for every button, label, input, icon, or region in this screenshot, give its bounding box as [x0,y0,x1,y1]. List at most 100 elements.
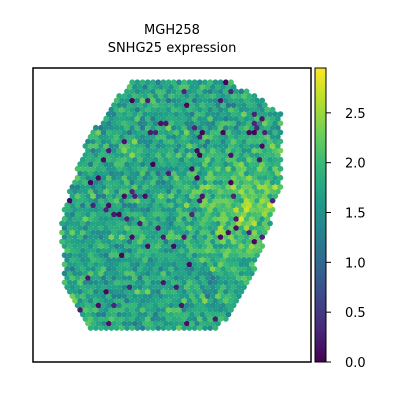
spot [144,261,151,268]
spot [217,279,224,286]
spot [160,288,167,295]
spot [228,97,234,104]
spot [189,229,195,236]
spot [225,302,232,309]
spot [121,129,128,136]
spot [194,165,201,172]
spot [178,293,185,299]
spot [194,220,201,227]
spot [243,197,250,204]
spot [155,261,162,268]
spot [170,261,177,268]
spot [189,111,195,117]
spot [118,161,125,168]
spot [202,215,208,222]
spot [261,229,268,236]
spot [155,152,162,159]
spot [228,88,234,95]
spot [69,275,76,281]
spot [100,275,107,281]
spot [235,275,242,281]
spot [178,229,185,236]
spot [259,143,266,149]
spot [212,306,219,313]
spot [139,215,146,222]
spot [134,79,141,86]
spot [191,297,198,304]
chart-title-line-1: MGH258 [144,23,200,38]
spot [98,188,104,195]
spot [204,266,211,272]
spot [139,161,146,168]
spot [217,143,224,149]
spot [121,93,128,99]
spot [131,84,138,90]
spot [105,229,112,236]
spot [113,152,120,159]
spot [222,297,229,304]
spot [74,184,81,190]
spot [129,79,136,86]
spot [142,311,149,318]
spot [230,275,237,281]
spot [186,225,193,231]
spot [124,225,130,231]
spot [264,197,271,204]
spot [181,179,188,186]
spot [264,152,271,159]
spot [168,93,175,99]
spot [160,261,167,268]
spot [157,320,164,327]
spot [113,270,120,277]
spot [183,174,190,181]
spot [124,115,130,122]
spot [116,193,123,200]
spot [181,106,188,113]
spot [228,179,234,186]
spot [238,161,245,168]
spot [267,147,273,154]
spot [228,252,234,259]
spot [98,243,104,250]
spot [124,297,130,304]
spot [235,193,242,200]
spot [191,206,198,213]
spot [272,174,279,181]
spot [98,206,104,213]
spot [199,284,206,290]
spot [186,106,193,113]
spot [178,275,185,281]
spot [215,266,221,272]
spot [173,93,180,99]
spot [126,156,133,163]
spot [189,238,195,245]
spot [139,188,146,195]
spot [274,179,281,186]
spot [170,179,177,186]
spot [196,124,203,131]
spot [121,202,128,209]
spot [87,288,94,295]
spot [116,102,123,108]
spot [155,88,162,95]
spot [87,225,94,231]
spot [178,193,185,200]
spot [204,229,211,236]
spot [126,120,133,127]
spot [259,115,266,122]
spot [139,206,146,213]
spot [209,275,216,281]
spot [144,179,151,186]
spot [204,284,211,290]
spot [100,156,107,163]
spot [259,215,266,222]
spot [108,252,115,259]
spot [272,120,279,127]
spot [90,138,97,145]
spot [165,188,172,195]
spot [230,202,237,209]
spot [222,97,229,104]
spot [241,229,247,236]
spot [168,202,175,209]
spot [118,225,125,231]
